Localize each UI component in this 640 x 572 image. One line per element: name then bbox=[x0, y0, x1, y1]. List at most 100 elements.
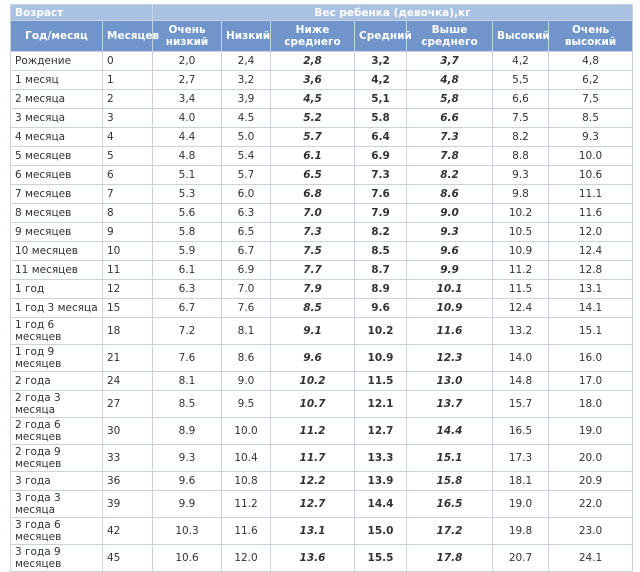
cell: 7.7 bbox=[270, 260, 356, 280]
cell: 10.2 bbox=[354, 317, 408, 345]
cell: 9.0 bbox=[406, 203, 494, 223]
cell: 2,7 bbox=[152, 70, 223, 90]
cell: 7.5 bbox=[270, 241, 356, 261]
cell: 8.6 bbox=[406, 184, 494, 204]
cell: 8.1 bbox=[221, 317, 272, 345]
cell: 15.0 bbox=[354, 517, 408, 545]
cell: 10 месяцев bbox=[10, 241, 103, 261]
cell: 4,8 bbox=[548, 51, 634, 71]
cell: 2 года 9 месяцев bbox=[10, 444, 103, 472]
cell: 3 года 3 месяца bbox=[10, 490, 103, 518]
table-body: Рождение 0 2,0 2,4 2,8 3,2 3,7 4,2 4,8 1 месяц 1 2,… bbox=[10, 51, 634, 572]
cell: 4.4 bbox=[152, 127, 223, 147]
cell: 5.6 bbox=[152, 203, 223, 223]
table-row: 7 месяцев 7 5.3 6.0 6.8 7.6 8.6 9.8 11.1 bbox=[10, 184, 634, 204]
cell: 10.6 bbox=[152, 544, 223, 572]
cell: 15.7 bbox=[492, 390, 550, 418]
cell: 42 bbox=[101, 517, 154, 545]
cell: 5.0 bbox=[221, 127, 272, 147]
cell: 14.8 bbox=[492, 371, 550, 391]
cell: 7.0 bbox=[221, 279, 272, 299]
cell: 14.0 bbox=[492, 344, 550, 372]
cell: 9.0 bbox=[221, 371, 272, 391]
cell: 4.0 bbox=[152, 108, 223, 128]
cell: 17.2 bbox=[406, 517, 494, 545]
cell: 2 bbox=[101, 89, 154, 109]
cell: 9.6 bbox=[152, 471, 223, 491]
group-header: Возраст bbox=[9, 4, 154, 21]
cell: 30 bbox=[101, 417, 154, 445]
cell: 6.7 bbox=[152, 298, 223, 318]
cell: 7,5 bbox=[548, 89, 634, 109]
cell: 15.5 bbox=[354, 544, 408, 572]
cell: 22.0 bbox=[548, 490, 634, 518]
table-row: 1 год 3 месяца 15 6.7 7.6 8.5 9.6 10.9 12.4 14.1 bbox=[10, 298, 634, 318]
cell: 45 bbox=[101, 544, 154, 572]
cell: 5.7 bbox=[221, 165, 272, 185]
cell: 17.0 bbox=[548, 371, 634, 391]
cell: 11.2 bbox=[270, 417, 356, 445]
cell: 24 bbox=[101, 371, 154, 391]
cell: 10.6 bbox=[548, 165, 634, 185]
cell: 6.0 bbox=[221, 184, 272, 204]
cell: 13.2 bbox=[492, 317, 550, 345]
cell: 9.5 bbox=[221, 390, 272, 418]
cell: 6.3 bbox=[152, 279, 223, 299]
cell: 9.6 bbox=[406, 241, 494, 261]
cell: 2 года bbox=[10, 371, 103, 391]
table-row: 1 год 9 месяцев 21 7.6 8.6 9.6 10.9 12.3 14.0 16… bbox=[10, 344, 634, 372]
cell: 5.8 bbox=[152, 222, 223, 242]
table-row: 2 года 24 8.1 9.0 10.2 11.5 13.0 14.8 17.0 bbox=[10, 371, 634, 391]
cell: 5,1 bbox=[354, 89, 408, 109]
cell: 2,0 bbox=[152, 51, 223, 71]
cell: 5,8 bbox=[406, 89, 494, 109]
cell: 1 bbox=[101, 70, 154, 90]
cell: 4,2 bbox=[354, 70, 408, 90]
cell: 3,4 bbox=[152, 89, 223, 109]
group-header-row: Возраст Вес ребенка (девочка),кг bbox=[9, 4, 634, 21]
cell: 8.6 bbox=[221, 344, 272, 372]
cell: 11 месяцев bbox=[10, 260, 103, 280]
cell: 4,8 bbox=[406, 70, 494, 90]
cell: 20.7 bbox=[492, 544, 550, 572]
table-row: 2 года 6 месяцев 30 8.9 10.0 11.2 12.7 14.4 16.… bbox=[10, 417, 634, 445]
cell: 18 bbox=[101, 317, 154, 345]
cell: 6.7 bbox=[221, 241, 272, 261]
cell: 9.3 bbox=[492, 165, 550, 185]
cell: 6.5 bbox=[270, 165, 356, 185]
cell: 10.8 bbox=[221, 471, 272, 491]
table-row: 2 месяца 2 3,4 3,9 4,5 5,1 5,8 6,6 7,5 bbox=[10, 89, 634, 109]
column-header: Очень низкий bbox=[152, 20, 223, 52]
table-row: 2 года 3 месяца 27 8.5 9.5 10.7 12.1 13.7 15.7 1… bbox=[10, 390, 634, 418]
table-wrap: Возраст Вес ребенка (девочка),кг Год/мес… bbox=[9, 4, 634, 572]
cell: 2,4 bbox=[221, 51, 272, 71]
table-row: 3 года 36 9.6 10.8 12.2 13.9 15.8 18.1 20.9 bbox=[10, 471, 634, 491]
cell: 8.9 bbox=[354, 279, 408, 299]
cell: 12.7 bbox=[270, 490, 356, 518]
cell: 6.4 bbox=[354, 127, 408, 147]
cell: 39 bbox=[101, 490, 154, 518]
table-row: 11 месяцев 11 6.1 6.9 7.7 8.7 9.9 11.2 12.8 bbox=[10, 260, 634, 280]
cell: 33 bbox=[101, 444, 154, 472]
cell: 2 года 6 месяцев bbox=[10, 417, 103, 445]
cell: 10.4 bbox=[221, 444, 272, 472]
cell: 12.3 bbox=[406, 344, 494, 372]
cell: 24.1 bbox=[548, 544, 634, 572]
table-row: 3 месяца 3 4.0 4.5 5.2 5.8 6.6 7.5 8.5 bbox=[10, 108, 634, 128]
cell: 5.9 bbox=[152, 241, 223, 261]
cell: 2 месяца bbox=[10, 89, 103, 109]
table-row: 5 месяцев 5 4.8 5.4 6.1 6.9 7.8 8.8 10.0 bbox=[10, 146, 634, 166]
cell: 12.0 bbox=[221, 544, 272, 572]
cell: 13.1 bbox=[548, 279, 634, 299]
table-row: 9 месяцев 9 5.8 6.5 7.3 8.2 9.3 10.5 12.0 bbox=[10, 222, 634, 242]
cell: 13.1 bbox=[270, 517, 356, 545]
cell: 2,8 bbox=[270, 51, 356, 71]
cell: 12.1 bbox=[354, 390, 408, 418]
cell: 8.9 bbox=[152, 417, 223, 445]
cell: 3 bbox=[101, 108, 154, 128]
header-row: Год/месяц Месяцев Очень низкий Низкий Ниже с… bbox=[10, 20, 634, 52]
cell: 7.2 bbox=[152, 317, 223, 345]
table-row: 8 месяцев 8 5.6 6.3 7.0 7.9 9.0 10.2 11.6 bbox=[10, 203, 634, 223]
cell: Рождение bbox=[10, 51, 103, 71]
table-row: 1 год 6 месяцев 18 7.2 8.1 9.1 10.2 11.6 13.2 15… bbox=[10, 317, 634, 345]
